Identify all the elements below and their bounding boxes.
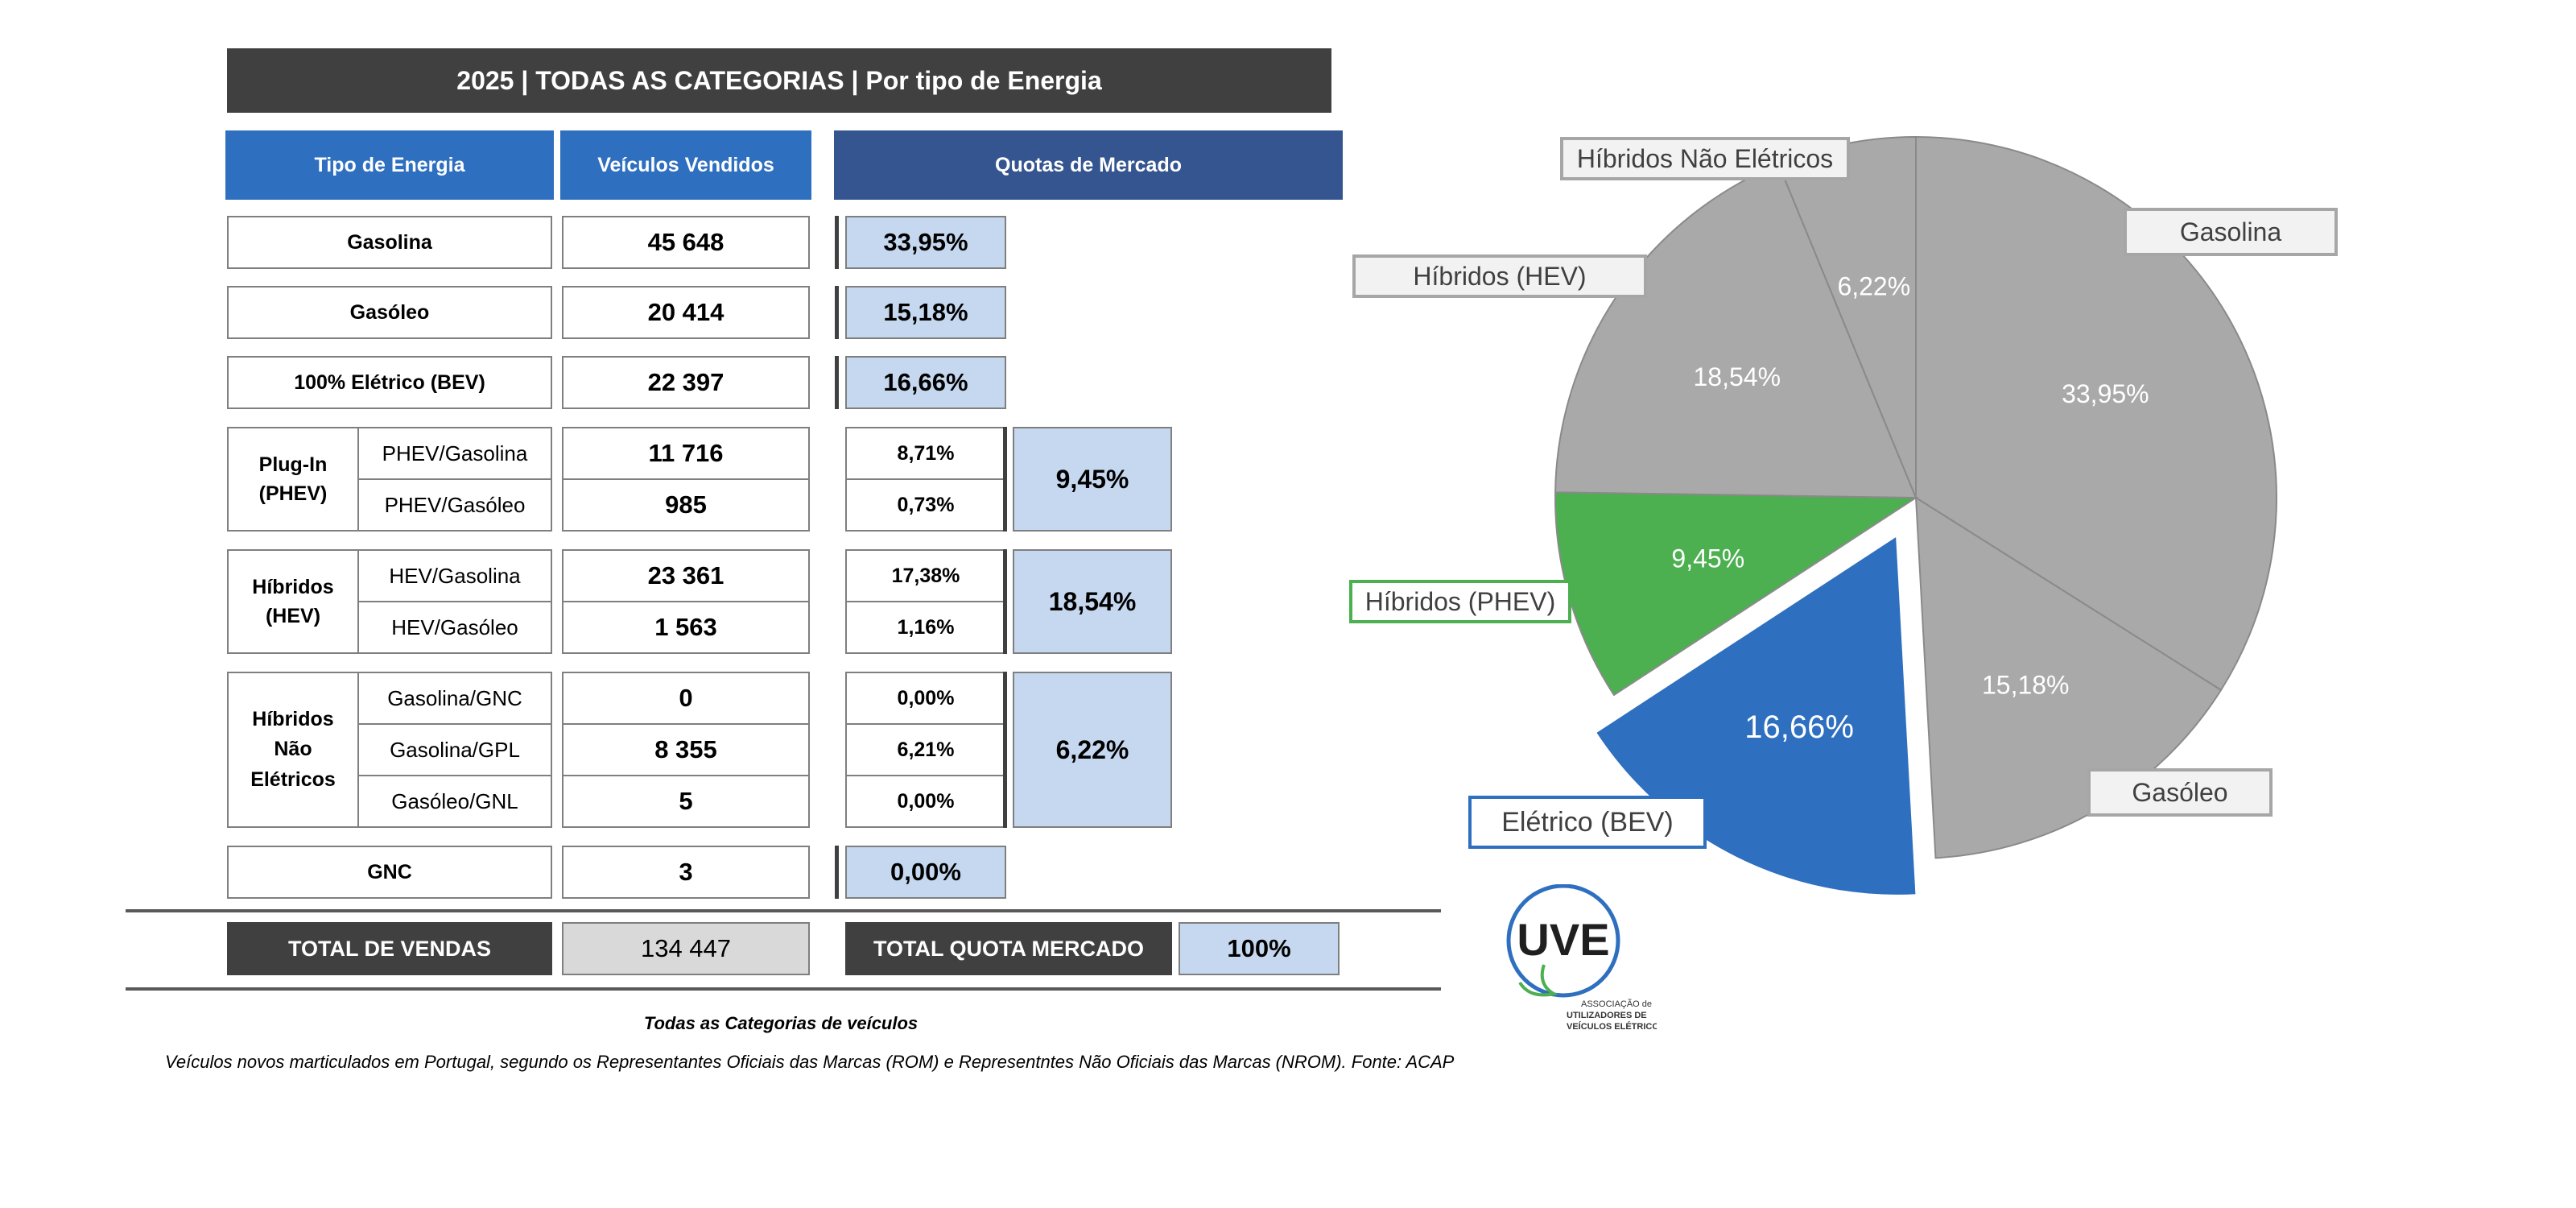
ne-gnl-value: 5 bbox=[562, 775, 810, 828]
ne-gnc-label: Gasolina/GNC bbox=[357, 672, 552, 725]
pie-category-box-3 bbox=[1349, 580, 1571, 623]
ne-gnl-label: Gasóleo/GNL bbox=[357, 775, 552, 828]
row-gasolina-marker bbox=[835, 216, 839, 269]
group-nao-eletricos-label: Híbridos Não Elétricos bbox=[227, 672, 359, 828]
hev-gasoleo-label: HEV/Gasóleo bbox=[357, 601, 552, 654]
pie-category-box-0 bbox=[2124, 208, 2338, 256]
row-gasoleo-marker bbox=[835, 286, 839, 339]
pie-category-box-5 bbox=[1560, 137, 1850, 180]
row-gasolina-share: 33,95% bbox=[845, 216, 1006, 269]
row-gasolina-value: 45 648 bbox=[562, 216, 810, 269]
total-quota-label: TOTAL QUOTA MERCADO bbox=[845, 922, 1172, 975]
phev-gasolina-label: PHEV/Gasolina bbox=[357, 427, 552, 480]
total-vendas-value: 134 447 bbox=[562, 922, 810, 975]
ne-gpl-value: 8 355 bbox=[562, 723, 810, 776]
pie-category-label-0: Gasolina bbox=[2180, 217, 2282, 246]
ne-gnc-share: 0,00% bbox=[845, 672, 1006, 725]
pie-category-label-2: Elétrico (BEV) bbox=[1501, 807, 1674, 838]
row-gasoleo-share: 15,18% bbox=[845, 286, 1006, 339]
pie-category-box-2 bbox=[1468, 796, 1707, 849]
pie-slice-0 bbox=[1915, 135, 2277, 692]
ne-gpl-label: Gasolina/GPL bbox=[357, 723, 552, 776]
pie-category-box-1 bbox=[2087, 768, 2273, 817]
row-bev-value: 22 397 bbox=[562, 356, 810, 409]
uve-logo: UVE ASSOCIAÇÃO de UTILIZADORES DE VEÍCUL… bbox=[1506, 884, 1657, 1032]
leaf-icon bbox=[1518, 964, 1558, 997]
ne-total-share: 6,22% bbox=[1013, 672, 1172, 828]
phev-gasoleo-label: PHEV/Gasóleo bbox=[357, 478, 552, 532]
row-gnc-label: GNC bbox=[227, 846, 552, 899]
hev-gasolina-value: 23 361 bbox=[562, 549, 810, 602]
phev-gasolina-share: 8,71% bbox=[845, 427, 1006, 480]
group-hev-label: Híbridos (HEV) bbox=[227, 549, 359, 654]
row-gasoleo-label: Gasóleo bbox=[227, 286, 552, 339]
ne-gnl-share: 0,00% bbox=[845, 775, 1006, 828]
pie-category-label-4: Híbridos (HEV) bbox=[1413, 262, 1586, 291]
logo-subtitle-1: ASSOCIAÇÃO de bbox=[1581, 999, 1652, 1009]
pie-category-label-3: Híbridos (PHEV) bbox=[1365, 587, 1556, 616]
hev-marker bbox=[1003, 549, 1007, 654]
ne-gnc-value: 0 bbox=[562, 672, 810, 725]
pie-category-label-5: Híbridos Não Elétricos bbox=[1577, 144, 1833, 173]
hev-gasolina-label: HEV/Gasolina bbox=[357, 549, 552, 602]
row-bev-label: 100% Elétrico (BEV) bbox=[227, 356, 552, 409]
totals-bottom-line bbox=[126, 987, 1441, 991]
row-gnc-share: 0,00% bbox=[845, 846, 1006, 899]
total-vendas-label: TOTAL DE VENDAS bbox=[227, 922, 552, 975]
phev-marker bbox=[1003, 427, 1007, 532]
hev-gasoleo-share: 1,16% bbox=[845, 601, 1006, 654]
row-bev-marker bbox=[835, 356, 839, 409]
header-veiculos-vendidos: Veículos Vendidos bbox=[560, 130, 811, 200]
hev-gasolina-share: 17,38% bbox=[845, 549, 1006, 602]
totals-top-line bbox=[126, 909, 1441, 912]
total-quota-value: 100% bbox=[1179, 922, 1340, 975]
logo-text: UVE bbox=[1517, 914, 1609, 965]
hev-gasoleo-value: 1 563 bbox=[562, 601, 810, 654]
ne-marker bbox=[1003, 672, 1007, 828]
logo-subtitle-2: UTILIZADORES DE bbox=[1567, 1011, 1647, 1020]
row-gnc-marker bbox=[835, 846, 839, 899]
row-gasolina-label: Gasolina bbox=[227, 216, 552, 269]
row-bev-share: 16,66% bbox=[845, 356, 1006, 409]
pie-chart: 33,95% 15,18% 16,66% 9,45% 18,54% 6,22% Gasoli… bbox=[1349, 135, 2338, 897]
phev-gasoleo-share: 0,73% bbox=[845, 478, 1006, 532]
table-title: 2025 | TODAS AS CATEGORIAS | Por tipo de… bbox=[227, 48, 1331, 113]
pie-value-label-3: 9,45% bbox=[1671, 544, 1744, 573]
header-tipo-energia: Tipo de Energia bbox=[225, 130, 554, 200]
group-phev-label: Plug-In (PHEV) bbox=[227, 427, 359, 532]
header-quotas-mercado: Quotas de Mercado bbox=[834, 130, 1343, 200]
pie-value-label-0: 33,95% bbox=[2062, 379, 2149, 408]
footnote-fonte: Veículos novos marticulados em Portugal,… bbox=[165, 1052, 1455, 1072]
footnote-categorias: Todas as Categorias de veículos bbox=[643, 1013, 919, 1033]
pie-category-label-1: Gasóleo bbox=[2132, 778, 2227, 807]
row-gasoleo-value: 20 414 bbox=[562, 286, 810, 339]
pie-value-label-5: 6,22% bbox=[1837, 271, 1910, 300]
pie-value-label-4: 18,54% bbox=[1694, 362, 1781, 391]
phev-gasolina-value: 11 716 bbox=[562, 427, 810, 480]
logo-ring bbox=[1506, 884, 1620, 998]
hev-total-share: 18,54% bbox=[1013, 549, 1172, 654]
pie-value-label-1: 15,18% bbox=[1982, 671, 2070, 700]
row-gnc-value: 3 bbox=[562, 846, 810, 899]
ne-gpl-share: 6,21% bbox=[845, 723, 1006, 776]
pie-category-box-4 bbox=[1352, 254, 1647, 298]
pie-value-label-2: 16,66% bbox=[1744, 709, 1854, 745]
phev-total-share: 9,45% bbox=[1013, 427, 1172, 532]
logo-subtitle-3: VEÍCULOS ELÉTRICOS bbox=[1567, 1021, 1657, 1032]
phev-gasoleo-value: 985 bbox=[562, 478, 810, 532]
